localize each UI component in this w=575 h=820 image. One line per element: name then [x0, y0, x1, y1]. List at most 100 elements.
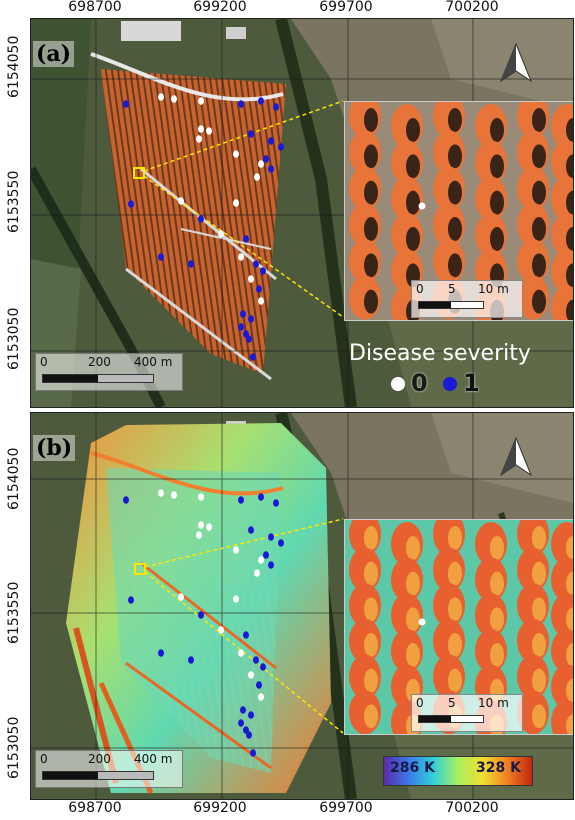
sample-point [260, 663, 266, 671]
panel-a-inset-image [345, 102, 573, 320]
sample-point [253, 260, 259, 268]
panel-a-label: (a) [33, 41, 75, 67]
scale-a-400: 400 m [134, 355, 173, 369]
y-tick-b-1: 6154050 [6, 447, 22, 510]
sample-point [268, 561, 274, 569]
sample-point [268, 137, 274, 145]
panel-a-scale-bar: 0 200 400 m [35, 353, 183, 391]
sample-point [238, 496, 244, 504]
sample-point [206, 127, 212, 135]
sample-point [178, 593, 184, 601]
tree-shadow [364, 704, 378, 729]
tree-shadow [566, 227, 573, 251]
sample-point [248, 671, 254, 679]
tree-shadow [532, 704, 546, 729]
tree-shadow [490, 643, 504, 667]
y-tick-a-1: 6154050 [6, 35, 22, 98]
colorbar-max-label: 328 K [476, 760, 521, 776]
temperature-colorbar: 286 K 328 K [383, 756, 533, 786]
sample-point [250, 353, 256, 361]
tree-shadow [532, 253, 546, 278]
tree-shadow [448, 253, 462, 278]
tree-shadow [532, 526, 546, 550]
sample-point [243, 235, 249, 243]
x-tick-top-1: 698700 [68, 0, 122, 15]
tree-shadow [532, 597, 546, 622]
sample-point [243, 631, 249, 639]
sample-point [128, 200, 134, 208]
panel-a-map: (a) 0 5 10 m 0 200 400 m Disease severit… [30, 18, 574, 408]
tree-shadow [364, 526, 378, 550]
sample-point [268, 165, 274, 173]
panel-a-inset-scale: 0 5 10 m [411, 280, 523, 318]
tree-shadow [532, 217, 546, 241]
tree-shadow [406, 227, 420, 251]
sample-point [198, 125, 204, 133]
sample-point [238, 100, 244, 108]
x-tick-top-4: 700200 [445, 0, 499, 15]
sample-point [198, 97, 204, 105]
tree-shadow [448, 526, 462, 550]
sample-point [258, 493, 264, 501]
panel-b-map: (b) 0 5 10 m 0 200 400 m 286 K 328 K [30, 412, 574, 800]
inset-scale-b-bar [418, 715, 484, 723]
tree-shadow [490, 227, 504, 251]
sample-point [256, 285, 262, 293]
sample-point [188, 656, 194, 664]
sample-point [256, 681, 262, 689]
tree-shadow [566, 263, 573, 288]
sample-point [268, 533, 274, 541]
tree-shadow [566, 571, 573, 596]
tree-shadow [406, 643, 420, 667]
tree-shadow [566, 678, 573, 703]
sample-point [196, 135, 202, 143]
tree-shadow [448, 561, 462, 586]
tree-shadow [532, 633, 546, 657]
tree-shadow [406, 118, 420, 142]
tree-shadow [566, 607, 573, 632]
x-tick-top-2: 699200 [193, 0, 247, 15]
tree-shadow [448, 597, 462, 622]
tree-shadow [406, 571, 420, 596]
sample-point [128, 596, 134, 604]
sample-point [258, 556, 264, 564]
sample-point [273, 103, 279, 111]
tree-shadow [364, 180, 378, 205]
sample-point [198, 521, 204, 529]
inset-scale-a-5: 5 [448, 282, 456, 296]
tree-shadow [406, 154, 420, 179]
sample-point [260, 267, 266, 275]
sample-point [188, 260, 194, 268]
panel-b-scale-bar: 0 200 400 m [35, 750, 183, 788]
panel-b-inset-zoom: 0 5 10 m [344, 519, 573, 735]
sample-point [158, 253, 164, 261]
inset-scale-a-0: 0 [416, 282, 424, 296]
scale-a-0: 0 [40, 355, 48, 369]
sample-point [238, 323, 244, 331]
tree-shadow [490, 571, 504, 596]
legend-value-0: 0 [411, 369, 428, 397]
scale-b-0: 0 [40, 752, 48, 766]
sample-point [233, 595, 239, 603]
tree-shadow [448, 633, 462, 657]
sample-point [254, 173, 260, 181]
sample-point [238, 253, 244, 261]
legend-class-0: 0 [391, 369, 428, 397]
sample-point [123, 100, 129, 108]
sample-point [238, 649, 244, 657]
tree-shadow [364, 668, 378, 693]
sample-point [248, 130, 254, 138]
tree-shadow [566, 536, 573, 560]
tree-shadow [532, 108, 546, 132]
sample-point [278, 539, 284, 547]
panel-a-satellite [31, 19, 573, 407]
sample-point [240, 706, 246, 714]
scale-a-bar [42, 374, 154, 383]
tree-shadow [490, 607, 504, 632]
inset-scale-b-10: 10 m [478, 696, 509, 710]
sample-point [248, 711, 254, 719]
tree-shadow [532, 668, 546, 693]
tree-shadow [406, 536, 420, 560]
sample-point [273, 499, 279, 507]
tree-shadow [566, 714, 573, 734]
